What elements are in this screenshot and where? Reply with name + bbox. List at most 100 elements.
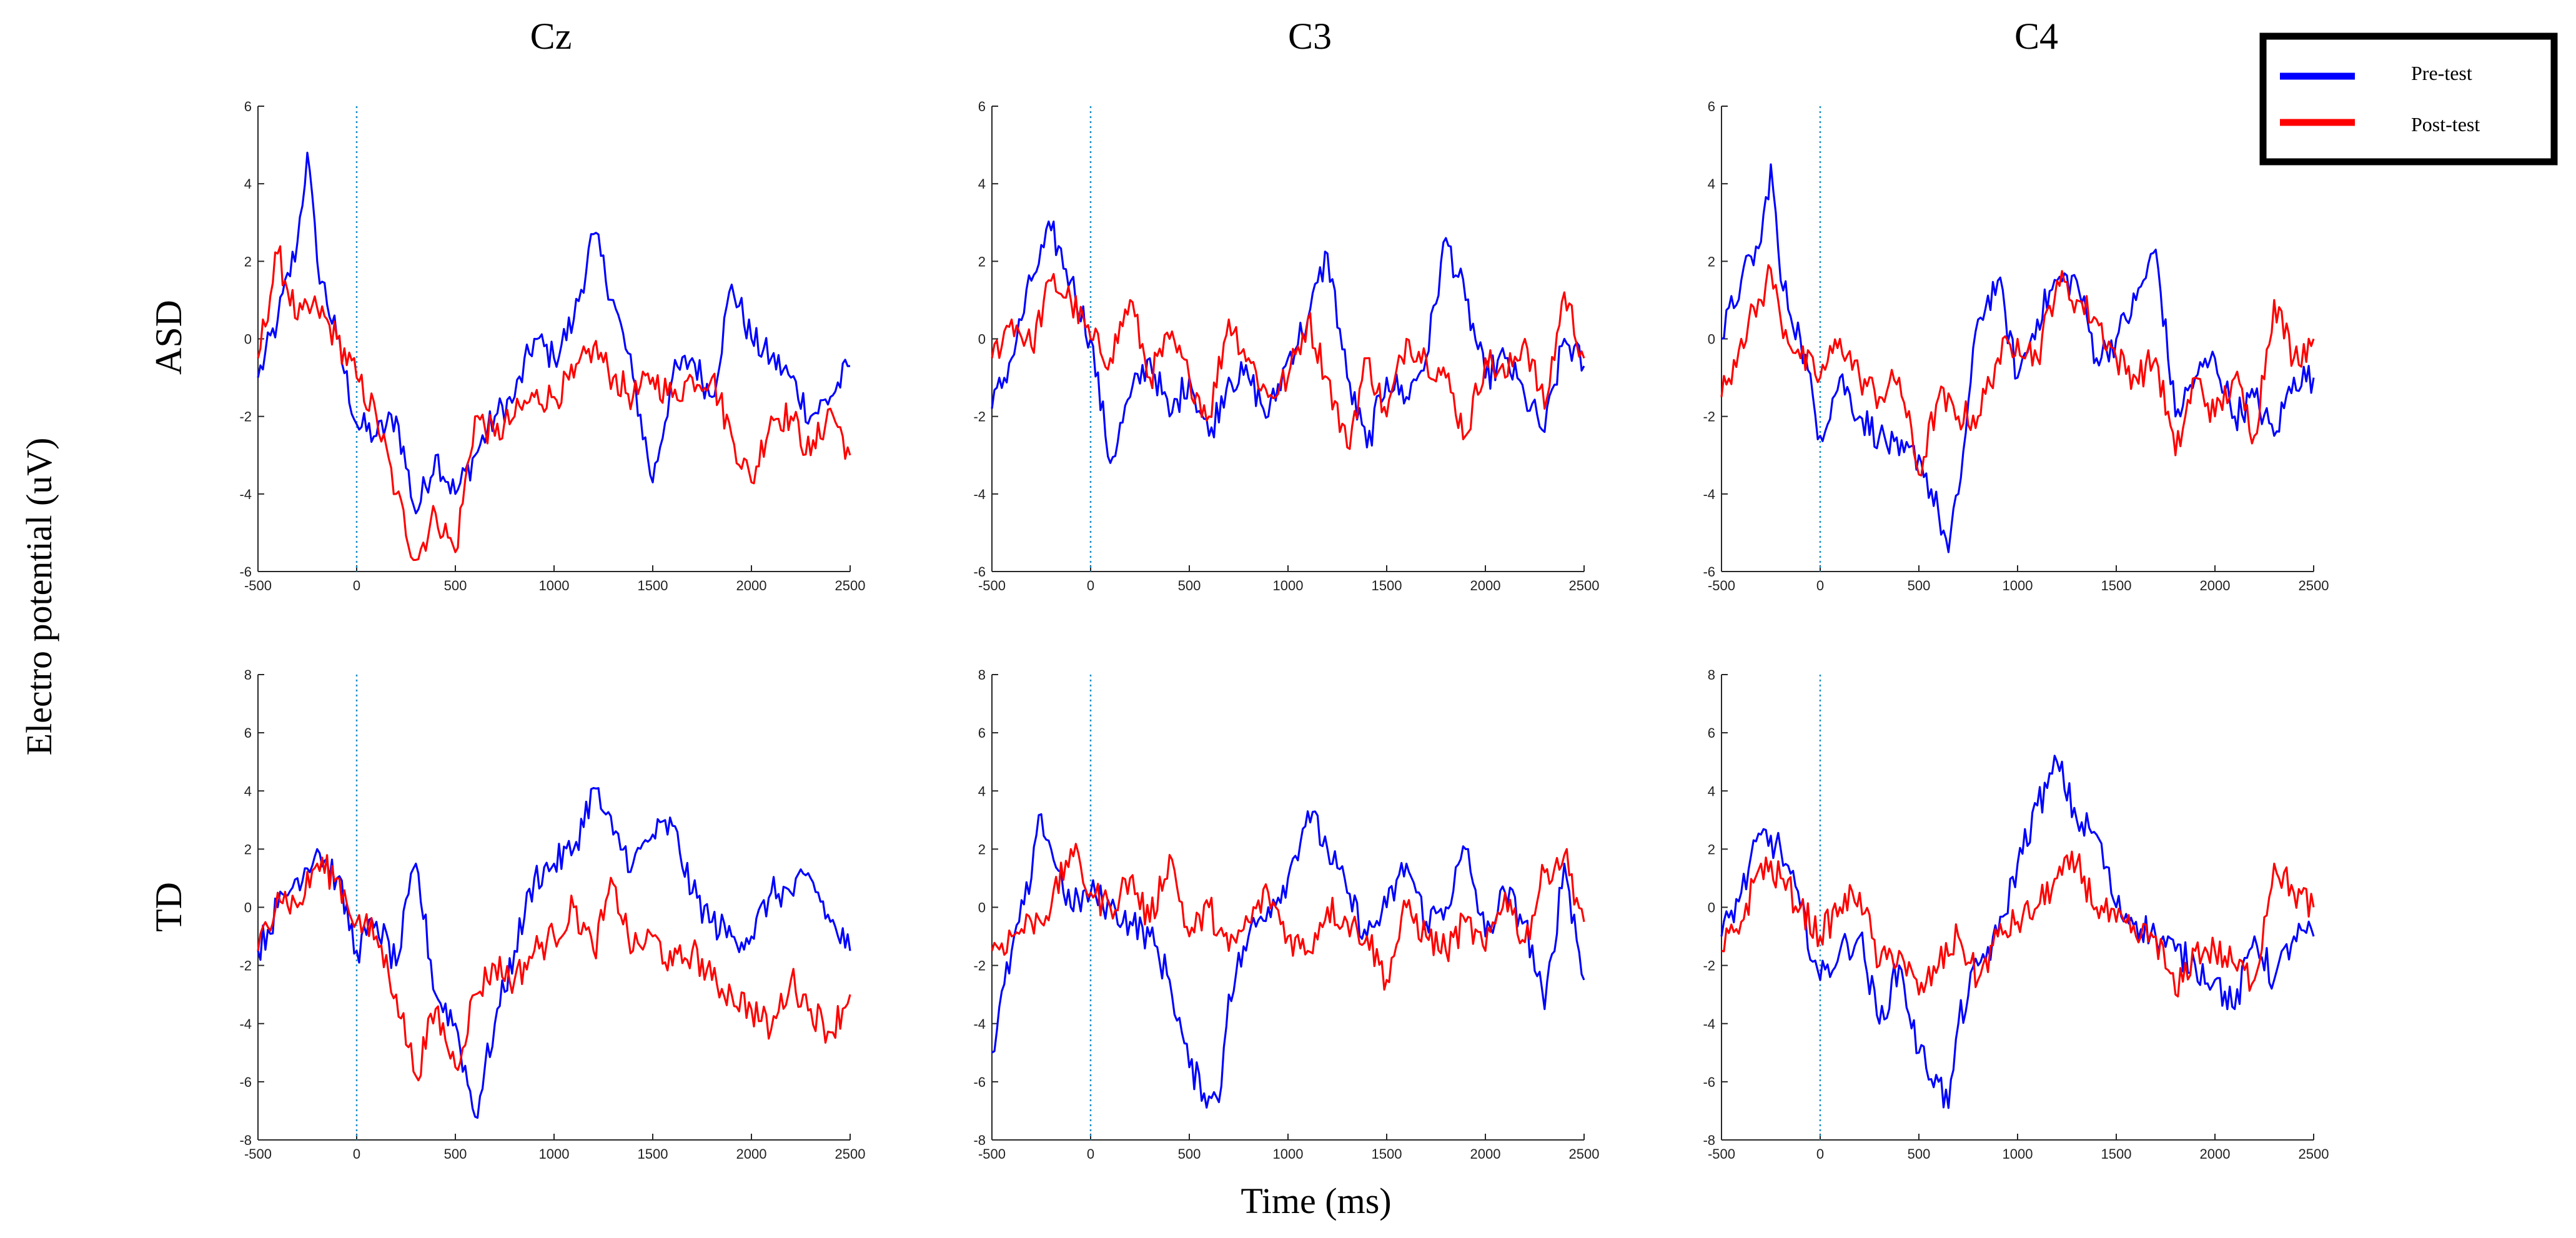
y-tick-label: -6 — [239, 564, 252, 580]
x-tick-label: 0 — [1087, 1146, 1094, 1162]
x-tick-label: 2500 — [1569, 1146, 1600, 1162]
series-line-pre-test-td-cz — [257, 786, 851, 1119]
y-tick-label: 6 — [978, 725, 986, 741]
x-tick-label: 500 — [1178, 1146, 1201, 1162]
x-tick-label: 2500 — [835, 578, 866, 593]
x-tick-label: 1000 — [2003, 1146, 2033, 1162]
y-tick-label: -2 — [973, 409, 986, 425]
legend-label-pre-test: Pre-test — [2411, 62, 2472, 84]
y-tick-label: 2 — [1708, 841, 1715, 857]
y-tick-label: 0 — [978, 332, 986, 347]
x-tick-label: 2000 — [2200, 1146, 2231, 1162]
x-tick-label: 2000 — [736, 1146, 767, 1162]
y-tick-label: 0 — [978, 900, 986, 916]
series-line-post-test-asd-c4 — [1720, 264, 2315, 477]
y-tick-label: -4 — [973, 487, 986, 502]
series-line-pre-test-asd-c4 — [1721, 163, 2315, 553]
x-tick-label: -500 — [244, 578, 272, 593]
y-tick-label: -4 — [239, 1016, 252, 1032]
x-tick-label: 1500 — [638, 578, 668, 593]
series-line-pre-test-asd-c3 — [991, 220, 1585, 464]
panel-asd-cz: -6 -4 -2 0 2 4 6 -500 0 500 1000 1500 2000 2500 — [239, 99, 865, 593]
y-tick-label: -6 — [239, 1074, 252, 1090]
y-tick-label: 4 — [1708, 783, 1715, 799]
series-line-pre-test-td-c4 — [1720, 755, 2315, 1109]
y-tick-label: -8 — [239, 1132, 252, 1148]
legend-label-post-test: Post-test — [2411, 113, 2480, 136]
x-tick-label: 2500 — [2299, 1146, 2329, 1162]
row-label-td: TD — [148, 882, 189, 932]
y-tick-label: 6 — [244, 725, 252, 741]
panel-asd-c4: -6 -4 -2 0 2 4 6 -500 0 500 1000 1500 2000 2500 — [1703, 99, 2329, 593]
y-tick-label: 8 — [978, 667, 986, 683]
y-tick-label: 8 — [1708, 667, 1715, 683]
column-title-cz: Cz — [530, 16, 572, 57]
y-tick-label: -2 — [1703, 958, 1715, 974]
y-tick-label: -4 — [1703, 487, 1715, 502]
x-tick-label: -500 — [244, 1146, 272, 1162]
x-tick-label: 0 — [1816, 1146, 1824, 1162]
x-tick-label: -500 — [978, 578, 1006, 593]
x-tick-label: 1500 — [1372, 1146, 1402, 1162]
y-tick-label: 4 — [244, 176, 252, 192]
x-tick-label: 1000 — [1273, 1146, 1304, 1162]
y-tick-label: 0 — [1708, 332, 1715, 347]
x-tick-label: 500 — [1908, 1146, 1931, 1162]
x-tick-label: 2000 — [2200, 578, 2231, 593]
y-tick-label: 2 — [978, 254, 986, 269]
x-tick-label: 1500 — [638, 1146, 668, 1162]
series-line-post-test-asd-c3 — [991, 273, 1585, 450]
x-tick-label: 2000 — [1470, 578, 1501, 593]
series-line-post-test-td-c4 — [1721, 850, 2315, 998]
x-tick-label: 0 — [1816, 578, 1824, 593]
y-tick-label: 2 — [244, 254, 252, 269]
series-line-post-test-td-c3 — [991, 843, 1585, 991]
y-tick-label: 6 — [978, 99, 986, 114]
y-tick-label: -6 — [1703, 1074, 1715, 1090]
y-tick-label: -2 — [1703, 409, 1715, 425]
y-tick-label: -4 — [973, 1016, 986, 1032]
y-tick-label: 2 — [978, 841, 986, 857]
y-tick-label: 2 — [244, 841, 252, 857]
x-tick-label: 2500 — [835, 1146, 866, 1162]
x-tick-label: -500 — [1708, 1146, 1735, 1162]
x-tick-label: 500 — [444, 578, 467, 593]
y-tick-label: -4 — [1703, 1016, 1715, 1032]
column-title-c3: C3 — [1288, 16, 1332, 57]
y-tick-label: 4 — [244, 783, 252, 799]
series-line-post-test-td-cz — [257, 854, 851, 1082]
y-tick-label: -6 — [973, 564, 986, 580]
legend-box — [2259, 32, 2558, 166]
x-tick-label: 0 — [353, 1146, 360, 1162]
panel-td-c4: -8 -6 -4 -2 0 2 4 6 8 -500 0 500 1000 1500 2000 2500 — [1703, 667, 2329, 1162]
y-tick-label: 0 — [244, 900, 252, 916]
y-tick-label: 0 — [1708, 900, 1715, 916]
x-tick-label: 1500 — [2101, 1146, 2132, 1162]
x-tick-label: 1000 — [2003, 578, 2033, 593]
x-tick-label: 2500 — [2299, 578, 2329, 593]
y-tick-label: -2 — [973, 958, 986, 974]
x-tick-label: 500 — [1178, 578, 1201, 593]
y-tick-label: -6 — [973, 1074, 986, 1090]
x-tick-label: 500 — [1908, 578, 1931, 593]
x-tick-label: -500 — [978, 1146, 1006, 1162]
x-tick-label: 2000 — [1470, 1146, 1501, 1162]
y-tick-label: 0 — [244, 332, 252, 347]
y-tick-label: 6 — [1708, 725, 1715, 741]
y-axis-label: Electro potential (uV) — [19, 438, 59, 756]
y-tick-label: 2 — [1708, 254, 1715, 269]
x-tick-label: 1000 — [539, 578, 570, 593]
x-tick-label: 1000 — [539, 1146, 570, 1162]
x-tick-label: 0 — [353, 578, 360, 593]
x-tick-label: 1000 — [1273, 578, 1304, 593]
x-tick-label: 2000 — [736, 578, 767, 593]
series-line-pre-test-asd-cz — [257, 151, 851, 515]
y-tick-label: -8 — [973, 1132, 986, 1148]
y-tick-label: -6 — [1703, 564, 1715, 580]
y-tick-label: -8 — [1703, 1132, 1715, 1148]
y-tick-label: 4 — [978, 176, 986, 192]
x-tick-label: 0 — [1087, 578, 1094, 593]
legend: Pre-test Post-test — [2259, 32, 2558, 166]
y-tick-label: -4 — [239, 487, 252, 502]
